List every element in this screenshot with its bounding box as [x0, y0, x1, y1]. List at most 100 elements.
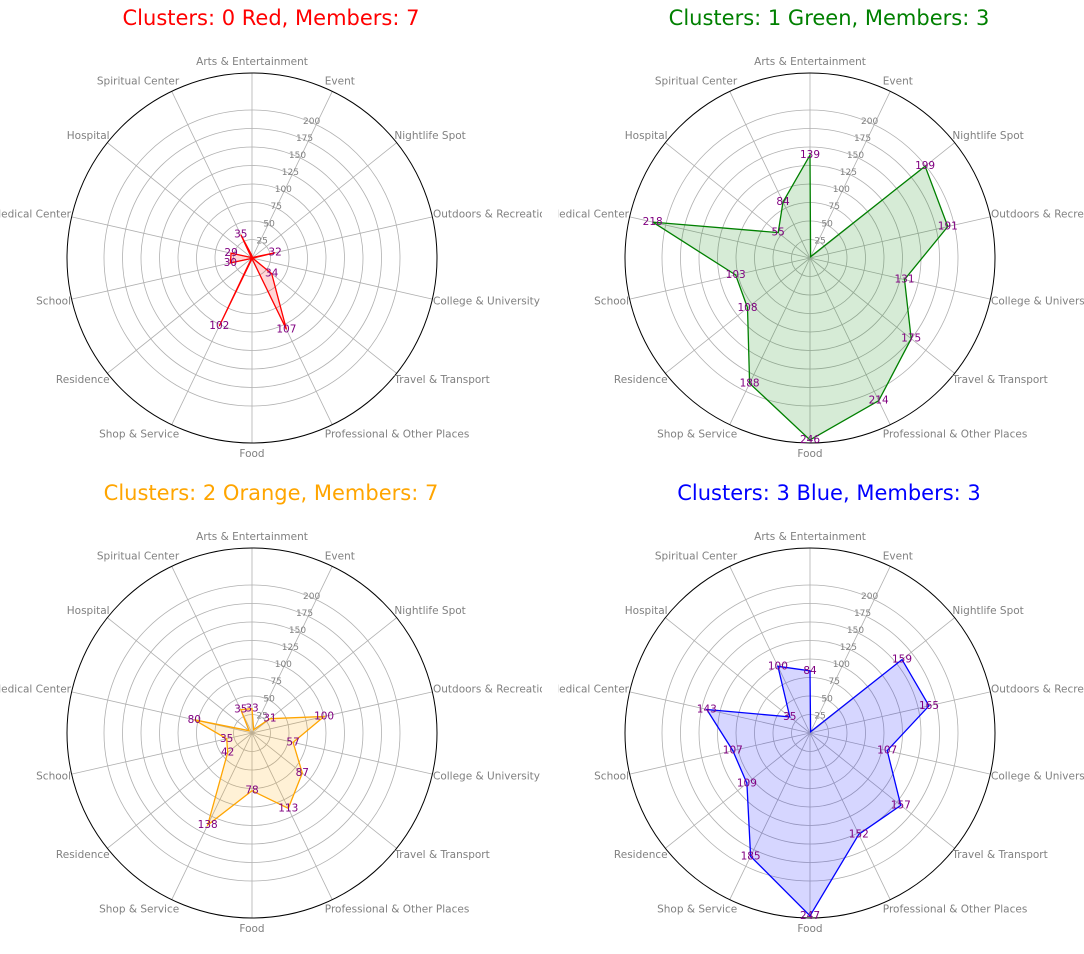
- category-label: Food: [797, 448, 822, 460]
- radar-plot: 25 50 75 100 125 150 175 200 84 159 165 107 157 152 24…: [558, 531, 1084, 935]
- grid-spoke: [171, 91, 253, 259]
- data-label: 246: [800, 434, 820, 446]
- category-label: Professional & Other Places: [883, 429, 1028, 441]
- grid-spoke: [629, 216, 811, 259]
- radial-tick-label: 25: [814, 236, 825, 246]
- category-label: College & University: [991, 296, 1084, 308]
- radial-tick-label: 175: [854, 609, 871, 619]
- category-label: Arts & Entertainment: [754, 56, 866, 68]
- data-label: 84: [776, 196, 790, 208]
- radial-tick-label: 75: [829, 202, 840, 212]
- data-label: 84: [803, 665, 817, 677]
- category-label: Hospital: [625, 130, 668, 142]
- grid-spoke: [629, 691, 811, 734]
- radar-panel: Clusters: 1 Green, Members: 3 25 50 75 100 12…: [558, 0, 1084, 477]
- category-label: Travel & Transport: [951, 374, 1047, 386]
- radial-tick-label: 50: [263, 219, 275, 229]
- category-label: College & University: [433, 771, 540, 783]
- grid-spoke: [107, 257, 253, 374]
- data-label: 175: [901, 333, 921, 345]
- category-label: Residence: [56, 849, 110, 861]
- category-label: Arts & Entertainment: [754, 531, 866, 543]
- radial-tick-label: 75: [271, 677, 282, 687]
- category-label: Food: [239, 448, 264, 460]
- category-label: Hospital: [625, 605, 668, 617]
- grid-spoke: [251, 216, 433, 259]
- data-label: 103: [726, 269, 746, 281]
- data-label: 107: [723, 745, 743, 757]
- grid-spoke: [251, 617, 397, 734]
- category-label: Medical Center: [558, 683, 630, 695]
- category-label: Hospital: [67, 605, 110, 617]
- grid-spoke: [251, 732, 397, 849]
- category-label: Residence: [56, 374, 110, 386]
- grid-spoke: [729, 257, 811, 425]
- data-label: 131: [894, 274, 914, 286]
- grid-spoke: [107, 617, 253, 734]
- radial-tick-label: 25: [814, 711, 825, 721]
- category-label: Travel & Transport: [393, 374, 489, 386]
- data-label: 113: [278, 802, 298, 814]
- data-label: 107: [276, 323, 296, 335]
- data-label: 188: [740, 377, 760, 389]
- radial-tick-label: 75: [829, 677, 840, 687]
- category-label: Shop & Service: [657, 429, 737, 441]
- data-label: 87: [296, 767, 309, 779]
- radar-plot: 25 50 75 100 125 150 175 200 139 199 191 131 175 214 2…: [558, 56, 1084, 460]
- grid-spoke: [665, 732, 811, 849]
- category-label: Event: [325, 550, 355, 562]
- grid-spoke: [729, 91, 811, 259]
- category-label: Shop & Service: [657, 904, 737, 916]
- data-label: 32: [268, 247, 281, 259]
- polar-frame: [66, 547, 438, 919]
- category-label: Arts & Entertainment: [196, 531, 308, 543]
- data-label: 185: [741, 850, 761, 862]
- data-label: 33: [245, 703, 258, 715]
- category-label: Professional & Other Places: [325, 429, 470, 441]
- data-label: 35: [783, 711, 796, 723]
- category-label: Spiritual Center: [97, 75, 180, 87]
- data-label: 100: [314, 711, 334, 723]
- radial-tick-label: 150: [289, 626, 306, 636]
- data-label: 35: [220, 733, 233, 745]
- radial-tick-label: 175: [296, 609, 313, 619]
- category-label: Shop & Service: [99, 429, 179, 441]
- grid-spoke: [251, 732, 433, 775]
- data-label: 80: [188, 714, 201, 726]
- radial-tick-label: 175: [296, 134, 313, 144]
- grid-spoke: [171, 566, 253, 734]
- radial-tick-label: 100: [833, 660, 850, 670]
- radar-panel: Clusters: 2 Orange, Members: 7 25 50 75 100 1…: [0, 475, 542, 952]
- grid-spoke: [809, 216, 991, 259]
- grid-spoke: [107, 142, 253, 259]
- grid-spoke: [251, 91, 333, 259]
- grid-spoke: [809, 732, 991, 775]
- polar-frame: [624, 547, 996, 919]
- data-label: 247: [800, 910, 820, 922]
- category-label: Medical Center: [0, 683, 72, 695]
- category-label: Spiritual Center: [655, 550, 738, 562]
- chart-title: Clusters: 0 Red, Members: 7: [122, 6, 420, 30]
- chart-title: Clusters: 2 Orange, Members: 7: [103, 481, 439, 505]
- category-label: Outdoors & Recreation: [433, 683, 542, 695]
- category-label: Shop & Service: [99, 904, 179, 916]
- grid-spoke: [251, 732, 333, 900]
- data-label: 138: [198, 819, 218, 831]
- radial-tick-label: 125: [840, 643, 857, 653]
- polar-frame: [66, 72, 438, 444]
- radar-panel: Clusters: 0 Red, Members: 7 25 50 75 100 125 1…: [0, 0, 542, 477]
- data-label: 157: [891, 799, 911, 811]
- grid-spoke: [665, 617, 811, 734]
- grid-spoke: [809, 732, 891, 900]
- grid-spoke: [729, 566, 811, 734]
- radial-tick-label: 200: [303, 592, 320, 602]
- category-label: Outdoors & Recreation: [433, 208, 542, 220]
- radial-tick-label: 50: [263, 694, 275, 704]
- category-label: School: [36, 296, 71, 308]
- data-label: 55: [772, 227, 785, 239]
- data-label: 35: [234, 229, 247, 241]
- polar-frame: [624, 72, 996, 444]
- data-label: 218: [643, 216, 663, 228]
- category-label: School: [36, 771, 71, 783]
